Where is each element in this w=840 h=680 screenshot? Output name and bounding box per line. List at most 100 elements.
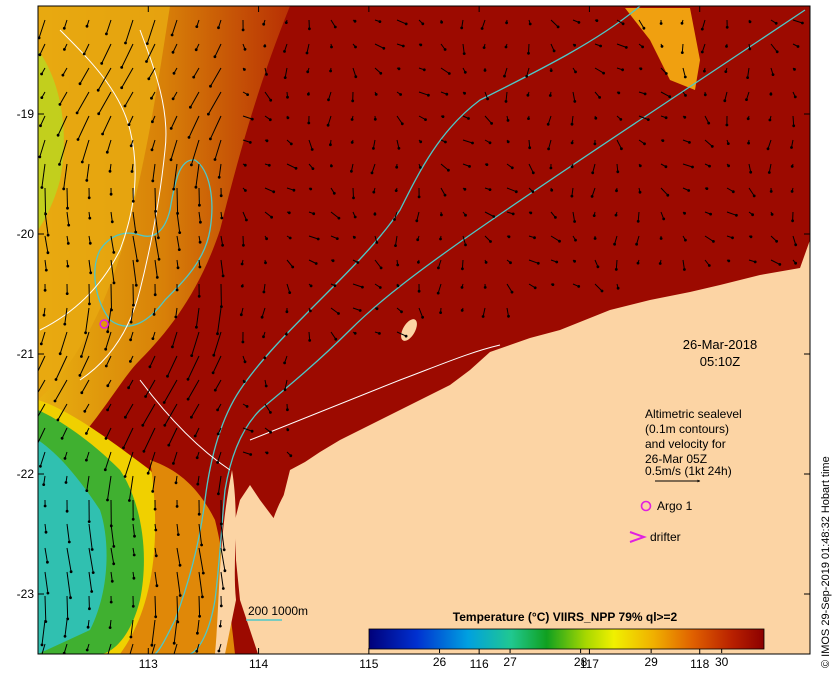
velocity-arrow-head	[573, 43, 577, 47]
velocity-arrow-head	[725, 45, 728, 48]
velocity-arrow	[110, 523, 115, 547]
velocity-arrow-head	[400, 122, 404, 126]
velocity-arrow	[105, 19, 112, 35]
legend-line-2: (0.1m contours)	[645, 422, 729, 436]
velocity-arrow	[146, 19, 156, 44]
velocity-arrow-head	[146, 471, 150, 475]
velocity-arrow	[148, 67, 156, 80]
velocity-arrow-head	[778, 263, 782, 266]
velocity-arrow-head	[240, 262, 244, 266]
velocity-arrow	[418, 307, 424, 318]
velocity-arrow-head	[731, 190, 735, 194]
velocity-arrow	[550, 235, 560, 242]
velocity-arrow	[59, 331, 68, 354]
velocity-arrow	[107, 643, 112, 654]
velocity-arrow	[172, 451, 178, 464]
land-cape-peninsula	[270, 470, 300, 535]
velocity-arrow	[106, 139, 112, 153]
velocity-arrow-head	[61, 73, 65, 77]
velocity-arrow-head	[507, 235, 511, 239]
legend-line-3: and velocity for	[645, 437, 726, 451]
velocity-arrow-head	[353, 215, 357, 219]
credit-label: © IMOS 29-Sep-2019 01:48:32 Hobart time	[820, 456, 832, 668]
velocity-arrow	[59, 91, 68, 105]
velocity-arrow	[104, 451, 112, 470]
velocity-arrow-head	[38, 53, 42, 57]
velocity-arrow-head	[484, 261, 488, 264]
velocity-arrow-head	[358, 309, 362, 312]
velocity-arrow-head	[592, 214, 596, 218]
plot-area	[38, 6, 810, 654]
velocity-arrow	[440, 67, 450, 74]
velocity-arrow-head	[176, 533, 180, 536]
velocity-arrow	[462, 139, 473, 144]
velocity-arrow-head	[443, 193, 447, 197]
velocity-arrow	[154, 571, 158, 586]
velocity-arrow-head	[172, 641, 176, 645]
velocity-arrow	[194, 427, 200, 437]
velocity-arrow	[792, 19, 803, 24]
x-tick-label: 113	[139, 657, 158, 671]
velocity-arrow	[107, 475, 112, 501]
velocity-arrow-head	[85, 458, 88, 462]
velocity-arrow-head	[616, 170, 620, 174]
velocity-arrow-head	[87, 196, 91, 200]
velocity-arrow-head	[768, 118, 772, 122]
velocity-arrow	[191, 331, 200, 356]
velocity-arrow	[701, 19, 706, 30]
velocity-arrow-head	[447, 72, 451, 75]
velocity-arrow-head	[462, 52, 466, 55]
velocity-arrow	[66, 211, 70, 226]
velocity-arrow-head	[643, 92, 647, 96]
velocity-arrow	[142, 403, 156, 426]
y-tick-label: -19	[17, 107, 35, 121]
velocity-arrow	[660, 187, 669, 196]
velocity-arrow-head	[506, 119, 510, 122]
velocity-arrow	[638, 115, 649, 121]
velocity-arrow-head	[310, 148, 314, 151]
velocity-arrow-head	[352, 196, 355, 200]
velocity-arrow	[130, 307, 134, 323]
velocity-arrow	[107, 307, 112, 332]
velocity-arrow-head	[636, 219, 640, 223]
velocity-arrow-head	[791, 219, 794, 223]
velocity-arrow	[173, 643, 178, 654]
velocity-arrow	[110, 571, 113, 582]
velocity-arrow	[461, 259, 464, 269]
velocity-arrow-head	[373, 212, 377, 216]
cool-water-band	[38, 6, 170, 400]
velocity-arrow-head	[746, 76, 749, 79]
velocity-arrow-head	[263, 44, 267, 48]
velocity-arrow-head	[197, 512, 201, 516]
velocity-arrow	[61, 427, 68, 439]
velocity-arrow-head	[330, 164, 333, 168]
velocity-arrow-head	[555, 260, 559, 264]
velocity-arrow	[701, 43, 706, 53]
velocity-arrow-head	[509, 261, 512, 265]
velocity-arrow	[747, 67, 750, 78]
velocity-arrow-head	[42, 483, 46, 486]
velocity-arrow-head	[198, 614, 202, 618]
velocity-arrow-head	[85, 24, 89, 28]
velocity-arrow-head	[90, 590, 94, 593]
velocity-arrow-head	[56, 133, 60, 137]
velocity-arrow-head	[131, 199, 135, 203]
velocity-arrow	[214, 43, 222, 57]
velocity-arrow-head	[533, 236, 536, 240]
velocity-arrow-head	[444, 140, 447, 144]
velocity-arrow-head	[683, 268, 686, 271]
velocity-arrow-head	[707, 264, 711, 267]
velocity-arrow	[132, 259, 137, 286]
velocity-arrow	[792, 115, 795, 126]
velocity-arrow	[110, 235, 115, 253]
velocity-arrow	[187, 379, 200, 400]
velocity-arrow-head	[636, 261, 640, 265]
velocity-arrow-head	[614, 213, 618, 217]
velocity-arrow-head	[244, 189, 247, 192]
velocity-arrow	[154, 235, 160, 260]
velocity-arrow-head	[489, 240, 492, 243]
velocity-arrow-head	[217, 26, 220, 30]
velocity-arrow	[44, 211, 49, 236]
velocity-arrow-head	[488, 141, 492, 145]
velocity-arrow-head	[263, 356, 267, 360]
